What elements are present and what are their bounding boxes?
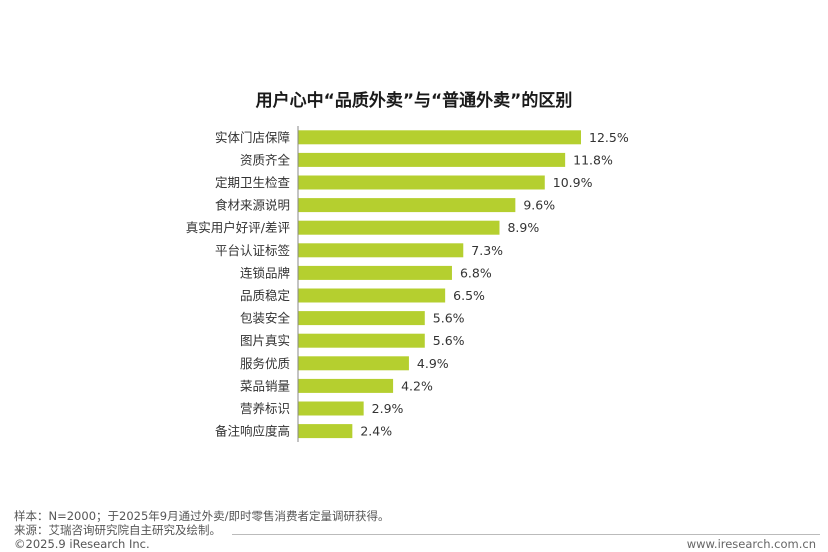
footnote-copyright: ©2025.9 iResearch Inc. (14, 537, 150, 551)
value-label: 5.6% (433, 333, 465, 348)
value-label: 9.6% (523, 198, 555, 213)
category-label: 备注响应度高 (215, 424, 290, 439)
value-label: 2.4% (360, 424, 392, 439)
bar (298, 333, 425, 348)
category-label: 食材来源说明 (215, 198, 290, 213)
bar (298, 130, 581, 145)
bar (298, 356, 409, 371)
category-label: 实体门店保障 (215, 130, 290, 145)
category-label: 营养标识 (240, 401, 290, 416)
category-label: 品质稳定 (240, 288, 290, 303)
bar (298, 401, 364, 416)
category-label: 平台认证标签 (215, 243, 291, 258)
footer-divider (232, 534, 820, 535)
category-label: 资质齐全 (240, 152, 291, 167)
value-label: 5.6% (433, 311, 465, 326)
value-label: 7.3% (471, 243, 503, 258)
value-label: 12.5% (589, 130, 629, 145)
category-label: 图片真实 (240, 333, 290, 348)
bar (298, 265, 452, 280)
bar (298, 220, 500, 235)
value-label: 4.2% (401, 378, 433, 393)
category-label: 包装安全 (240, 311, 291, 326)
bar (298, 243, 464, 258)
value-label: 4.9% (417, 356, 449, 371)
category-label: 菜品销量 (240, 378, 290, 393)
category-label: 定期卫生检查 (215, 175, 291, 190)
bar (298, 378, 394, 393)
value-label: 6.5% (453, 288, 485, 303)
value-label: 8.9% (507, 220, 539, 235)
bar (298, 288, 446, 303)
category-label: 服务优质 (240, 356, 290, 371)
category-label: 真实用户好评/差评 (186, 220, 290, 235)
chart-title: 用户心中“品质外卖”与“普通外卖”的区别 (255, 91, 573, 111)
value-label: 6.8% (460, 265, 492, 280)
bar (298, 424, 353, 439)
value-label: 10.9% (553, 175, 593, 190)
value-label: 2.9% (372, 401, 404, 416)
footnote-source: 来源：艾瑞咨询研究院自主研究及绘制。 (14, 523, 221, 537)
footnote-sample: 样本：N=2000；于2025年9月通过外卖/即时零售消费者定量调研获得。 (14, 509, 390, 523)
bar (298, 311, 425, 326)
bars-layer: 实体门店保障 12.5% 资质齐全 11.8% 定期卫生检查 10.9% 食材来源说明 9.6… (186, 130, 629, 439)
category-label: 连锁品牌 (240, 265, 290, 280)
bar (298, 198, 516, 213)
value-label: 11.8% (573, 152, 613, 167)
bar (298, 175, 545, 190)
bar (298, 152, 566, 167)
footer-url: www.iresearch.com.cn (686, 537, 816, 551)
